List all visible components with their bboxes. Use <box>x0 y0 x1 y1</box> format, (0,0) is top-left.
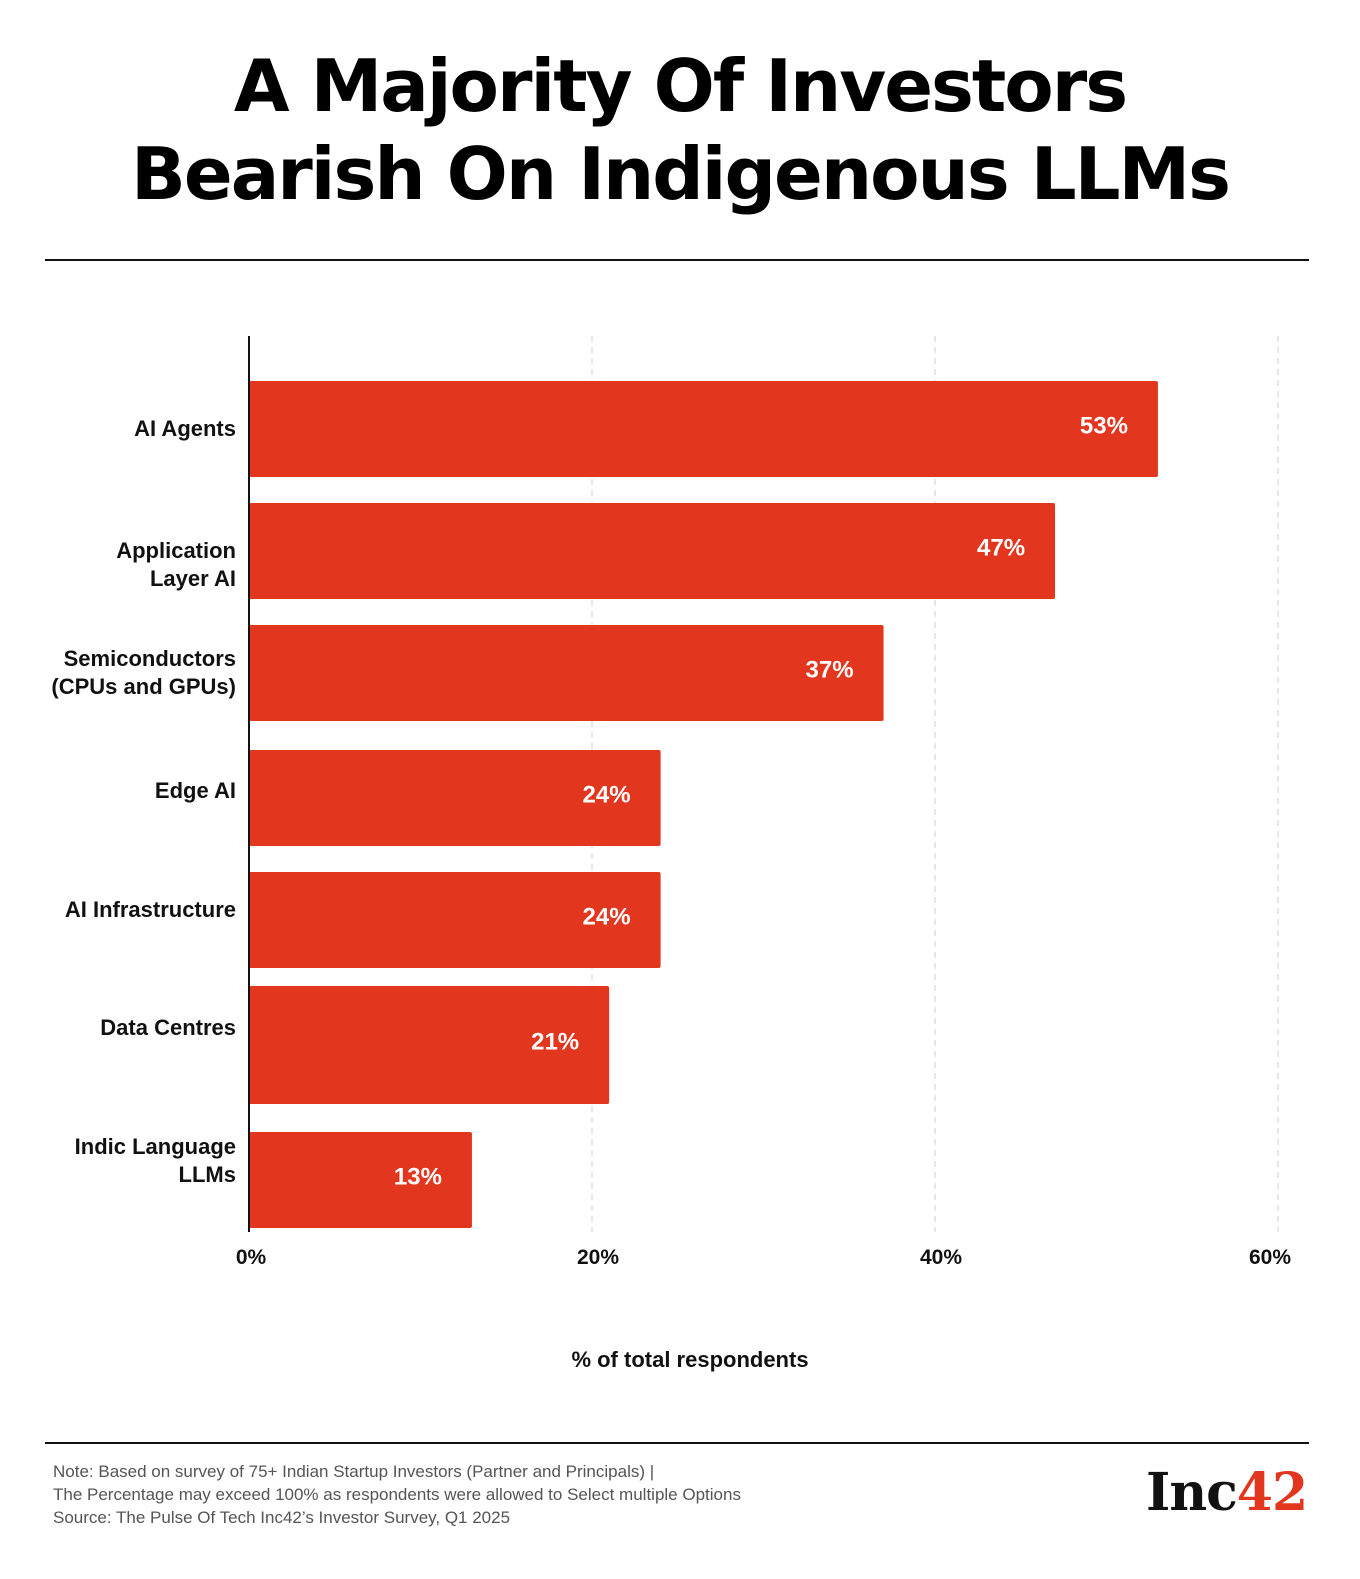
x-tick-label-20: 20% <box>577 1246 619 1269</box>
title-line-2: Bearish On Indigenous LLMs <box>131 132 1231 216</box>
source-line: Source: The Pulse Of Tech Inc42’s Invest… <box>53 1508 511 1527</box>
category-label-3: Semiconductors (CPUs and GPUs) <box>51 646 236 699</box>
bar-5 <box>249 872 661 968</box>
logo-number: 42 <box>1236 1462 1308 1523</box>
category-label-7: Indic Language LLMs <box>74 1134 236 1187</box>
bar-3 <box>249 625 884 721</box>
value-label-6: 21% <box>531 1028 579 1055</box>
value-label-4: 24% <box>583 781 631 808</box>
value-label-3: 37% <box>806 656 854 683</box>
bar-chart: 53% 47% 37% 24% 24% 21% 13% 0% 20% 40% 60% <box>236 336 1291 1269</box>
inc42-logo: Inc42 <box>1146 1462 1308 1523</box>
value-label-2: 47% <box>977 534 1025 561</box>
category-label-5: AI Infrastructure <box>64 897 236 922</box>
x-tick-label-40: 40% <box>920 1246 962 1269</box>
bottom-divider <box>45 1442 1309 1444</box>
note-line-2: The Percentage may exceed 100% as respon… <box>53 1485 741 1504</box>
bar-7 <box>249 1132 472 1228</box>
chart-title: A Majority Of Investors Bearish On Indig… <box>0 42 1360 218</box>
bar-1 <box>249 381 1158 477</box>
bar-4 <box>249 750 661 846</box>
x-tick-label-60: 60% <box>1249 1246 1291 1269</box>
value-label-7: 13% <box>394 1163 442 1190</box>
category-label-6: Data Centres <box>100 1015 236 1040</box>
category-label-1: AI Agents <box>134 416 236 441</box>
footnote: Note: Based on survey of 75+ Indian Star… <box>53 1460 741 1529</box>
logo-text: Inc <box>1146 1462 1238 1523</box>
bar-6 <box>249 986 610 1104</box>
note-line-1: Note: Based on survey of 75+ Indian Star… <box>53 1462 655 1481</box>
title-line-1: A Majority Of Investors <box>233 44 1128 128</box>
x-tick-label-0: 0% <box>236 1246 267 1269</box>
category-label-4: Edge AI <box>154 778 236 803</box>
value-label-5: 24% <box>583 903 631 930</box>
category-label-2: Application Layer AI <box>116 538 236 591</box>
value-label-1: 53% <box>1080 412 1128 439</box>
bar-2 <box>249 503 1056 599</box>
top-divider <box>45 259 1309 261</box>
x-axis-title: % of total respondents <box>571 1347 809 1372</box>
